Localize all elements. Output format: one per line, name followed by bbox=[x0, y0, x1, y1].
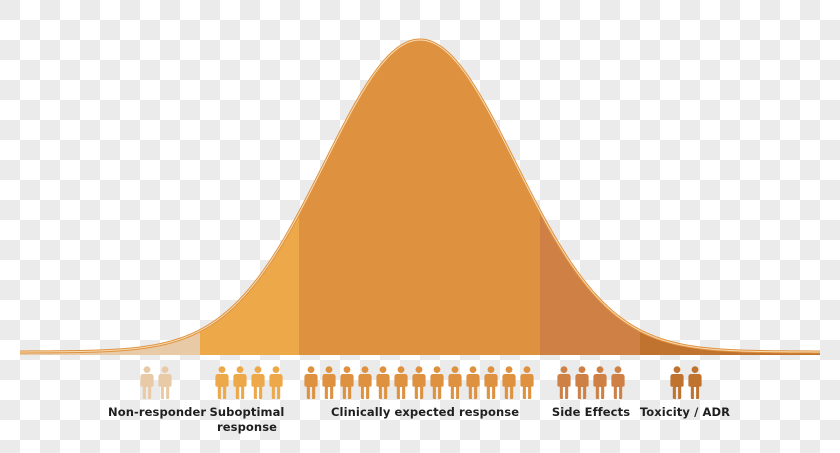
person-icon bbox=[140, 366, 154, 399]
person-icon bbox=[430, 366, 444, 399]
label-clinically-expected: Clinically expected response bbox=[331, 405, 520, 419]
segment-toxicity bbox=[640, 40, 820, 355]
label-suboptimal-line2: response bbox=[216, 420, 278, 434]
person-icon bbox=[376, 366, 390, 399]
people-group-toxicity bbox=[670, 366, 706, 400]
segment-non-responder bbox=[20, 40, 200, 355]
person-icon bbox=[358, 366, 372, 399]
person-icon bbox=[484, 366, 498, 399]
person-icon bbox=[520, 366, 534, 399]
person-icon bbox=[322, 366, 336, 399]
label-non-responder: Non-responder bbox=[108, 405, 207, 419]
person-icon bbox=[575, 366, 589, 399]
person-icon bbox=[340, 366, 354, 399]
person-icon bbox=[158, 366, 172, 399]
people-group-suboptimal bbox=[215, 366, 287, 400]
person-icon bbox=[251, 366, 265, 399]
person-icon bbox=[466, 366, 480, 399]
segment-clinical bbox=[299, 40, 540, 355]
label-toxicity-adr: Toxicity / ADR bbox=[639, 405, 731, 419]
people-group-non-responder bbox=[140, 366, 176, 400]
person-icon bbox=[593, 366, 607, 399]
label-suboptimal-line1: Suboptimal bbox=[209, 405, 285, 419]
person-icon bbox=[269, 366, 283, 399]
person-icon bbox=[394, 366, 408, 399]
people-group-clinical bbox=[304, 366, 538, 400]
person-icon bbox=[670, 366, 684, 399]
segment-side-effects bbox=[540, 40, 640, 355]
person-icon bbox=[215, 366, 229, 399]
person-icon bbox=[557, 366, 571, 399]
person-icon bbox=[502, 366, 516, 399]
label-suboptimal: Suboptimal response bbox=[205, 405, 289, 435]
person-icon bbox=[233, 366, 247, 399]
person-icon bbox=[304, 366, 318, 399]
curve-segments bbox=[20, 40, 820, 355]
curve-highlight bbox=[19, 39, 821, 353]
label-side-effects: Side Effects bbox=[551, 405, 631, 419]
segment-suboptimal bbox=[200, 40, 299, 355]
person-icon bbox=[688, 366, 702, 399]
person-icon bbox=[448, 366, 462, 399]
person-icon bbox=[412, 366, 426, 399]
people-group-side-effects bbox=[557, 366, 629, 400]
person-icon bbox=[611, 366, 625, 399]
